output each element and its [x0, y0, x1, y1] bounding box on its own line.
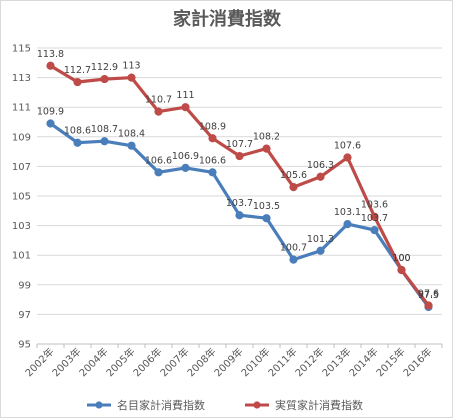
- series-point-1: [370, 212, 379, 221]
- data-label-series-1: 107.6: [334, 141, 361, 152]
- data-label-series-0: 108.7: [91, 124, 118, 135]
- chart-title: 家計消費指数: [173, 8, 282, 30]
- data-label-series-1: 110.7: [145, 95, 172, 106]
- x-tick-label: 2013年: [319, 345, 353, 379]
- series-point-0: [289, 255, 298, 264]
- data-label-series-1: 105.6: [280, 170, 307, 181]
- series-point-0: [262, 214, 271, 223]
- y-tick-label: 111: [12, 103, 31, 114]
- y-tick-label: 99: [18, 280, 31, 291]
- data-label-series-0: 106.9: [172, 151, 199, 162]
- x-tick-label: 2010年: [238, 345, 272, 379]
- series-point-1: [127, 73, 136, 82]
- legend-label-series-0: 名目家計消費指数: [117, 398, 205, 412]
- axes: 9597991011031051071091111131152002年2003年…: [12, 44, 443, 379]
- data-label-series-0: 100: [392, 253, 410, 264]
- data-label-series-0: 108.4: [118, 129, 145, 140]
- legend-swatch-marker: [95, 401, 103, 409]
- data-label-series-0: 106.6: [145, 155, 172, 166]
- series-point-1: [316, 172, 325, 181]
- series-point-1: [235, 151, 244, 161]
- data-label-series-0: 109.9: [37, 106, 64, 117]
- legend: 名目家計消費指数 実質家計消費指数: [87, 398, 363, 412]
- series-point-1: [46, 61, 55, 70]
- x-tick-label: 2016年: [400, 345, 434, 379]
- data-label-series-1: 106.3: [307, 160, 334, 171]
- data-label-series-1: 100: [392, 253, 410, 264]
- series-point-1: [262, 144, 271, 153]
- data-label-series-0: 103.7: [226, 198, 253, 209]
- series-point-1: [154, 107, 163, 116]
- x-tick-label: 2005年: [103, 345, 137, 379]
- x-tick-label: 2006年: [130, 345, 164, 379]
- x-tick-label: 2008年: [184, 345, 218, 379]
- y-tick-label: 113: [12, 73, 31, 84]
- data-label-series-0: 103.7: [361, 213, 388, 224]
- data-label-series-1: 107.7: [226, 139, 253, 150]
- y-tick-label: 115: [12, 44, 31, 55]
- series-point-1: [181, 103, 190, 112]
- legend-label-series-1: 実質家計消費指数: [275, 398, 363, 412]
- series-point-0: [370, 225, 379, 235]
- data-label-series-0: 97.5: [418, 290, 439, 301]
- x-tick-label: 2003年: [49, 345, 83, 379]
- series-point-0: [154, 168, 163, 177]
- data-label-series-0: 101.3: [307, 234, 334, 245]
- x-tick-label: 2012年: [292, 345, 326, 379]
- data-label-series-1: 108.9: [199, 121, 226, 132]
- series-point-1: [424, 301, 433, 310]
- series-line-1: [48, 64, 431, 308]
- y-tick-label: 101: [12, 251, 31, 262]
- series-point-0: [208, 168, 217, 177]
- data-label-series-0: 106.6: [199, 155, 226, 166]
- series-point-0: [100, 137, 109, 146]
- x-tick-label: 2011年: [265, 345, 299, 379]
- data-label-series-0: 100.7: [280, 243, 307, 254]
- data-label-series-0: 103.1: [334, 207, 361, 218]
- series-point-0: [316, 246, 325, 255]
- data-label-series-0: 108.6: [64, 126, 91, 137]
- series-point-1: [397, 265, 406, 275]
- x-tick-label: 2007年: [157, 345, 191, 379]
- x-tick-label: 2009年: [211, 345, 245, 379]
- x-tick-label: 2015年: [373, 345, 407, 379]
- y-tick-label: 109: [12, 132, 31, 143]
- series-point-0: [127, 141, 136, 150]
- y-tick-label: 105: [12, 192, 31, 203]
- y-tick-label: 107: [12, 162, 31, 173]
- series-point-0: [343, 220, 352, 229]
- data-label-series-1: 108.2: [253, 132, 280, 143]
- legend-swatch-marker: [253, 401, 261, 409]
- series-lines: [46, 61, 433, 312]
- x-tick-label: 2014年: [346, 345, 380, 379]
- data-label-series-1: 103.6: [361, 200, 388, 211]
- y-tick-label: 97: [18, 310, 31, 321]
- series-point-0: [181, 163, 190, 172]
- series-point-1: [100, 74, 109, 84]
- series-point-1: [208, 134, 217, 143]
- series-point-1: [343, 153, 352, 162]
- gridlines: [37, 47, 442, 345]
- series-point-0: [73, 138, 82, 147]
- y-tick-label: 95: [18, 340, 31, 351]
- data-label-series-1: 112.9: [91, 62, 118, 73]
- data-label-series-1: 97.6: [418, 289, 439, 300]
- data-label-series-1: 113: [122, 61, 140, 72]
- data-label-series-1: 112.7: [64, 65, 91, 76]
- series-point-0: [235, 211, 244, 220]
- x-tick-label: 2004年: [76, 345, 110, 379]
- data-label-series-0: 103.5: [253, 201, 280, 212]
- data-label-series-1: 111: [176, 90, 194, 101]
- y-tick-label: 103: [12, 221, 31, 232]
- series-point-1: [73, 77, 82, 87]
- series-point-1: [289, 183, 298, 192]
- series-point-0: [46, 119, 55, 128]
- data-label-series-1: 113.8: [37, 49, 64, 60]
